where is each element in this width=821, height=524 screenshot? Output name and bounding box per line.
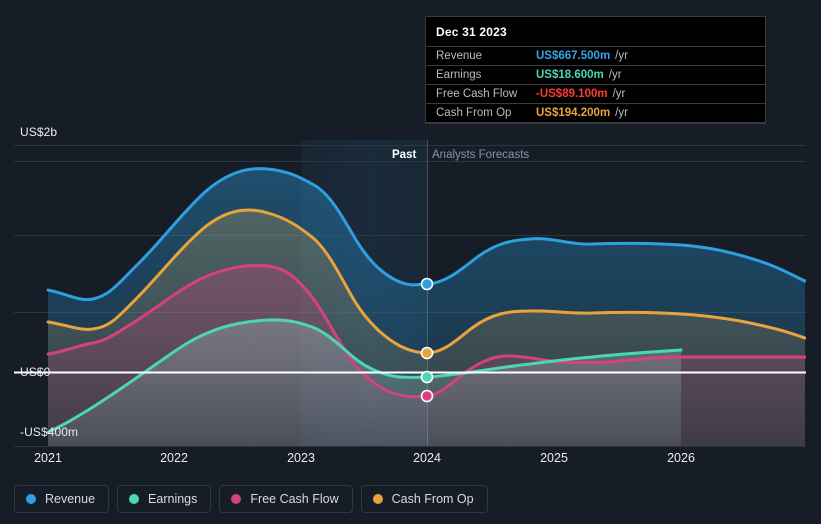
cash-from-op-color-dot — [372, 494, 383, 504]
line-free-cash-flow — [46, 263, 806, 399]
x-axis-tick-2025: 2025 — [540, 451, 568, 465]
tooltip-value-cash-from-op: US$194.200m — [536, 107, 611, 119]
tooltip-unit-revenue: /yr — [615, 50, 628, 62]
tooltip-unit-cash-from-op: /yr — [615, 107, 628, 119]
legend-item-earnings[interactable]: Earnings — [117, 485, 212, 513]
tooltip-title: Dec 31 2023 — [426, 17, 765, 47]
tooltip-row-free-cash-flow: Free Cash Flow -US$89.100m /yr — [426, 85, 765, 104]
chart-legend: Revenue Earnings Free Cash Flow Cash Fro… — [14, 485, 488, 513]
data-tooltip: Dec 31 2023 Revenue US$667.500m /yr Earn… — [425, 16, 766, 124]
past-band-label: Past — [392, 149, 417, 161]
tooltip-row-revenue: Revenue US$667.500m /yr — [426, 47, 765, 66]
legend-label-revenue: Revenue — [45, 492, 96, 506]
marker-cash-from-op — [420, 346, 434, 360]
legend-label-free-cash-flow: Free Cash Flow — [250, 492, 339, 506]
y-axis-label-bottom: -US$400m — [20, 425, 79, 439]
marker-free-cash-flow — [420, 389, 434, 403]
tooltip-key-earnings: Earnings — [436, 69, 482, 81]
tooltip-value-free-cash-flow: -US$89.100m — [536, 88, 608, 100]
tooltip-unit-earnings: /yr — [608, 69, 622, 81]
tooltip-value-revenue: US$667.500m — [536, 50, 611, 62]
legend-item-revenue[interactable]: Revenue — [14, 485, 110, 513]
free-cash-flow-color-dot — [231, 494, 242, 504]
x-axis-tick-2022: 2022 — [160, 451, 188, 465]
x-axis-tick-2024: 2024 — [413, 451, 441, 465]
line-revenue — [46, 167, 806, 302]
legend-item-free-cash-flow[interactable]: Free Cash Flow — [219, 485, 353, 513]
x-axis-tick-2026: 2026 — [667, 451, 695, 465]
y-axis-label-zero: US$0 — [20, 365, 51, 379]
data-point-markers — [420, 277, 434, 403]
revenue-color-dot — [26, 494, 36, 504]
tooltip-row-earnings: Earnings US$18.600m /yr — [426, 66, 765, 85]
tooltip-unit-free-cash-flow: /yr — [612, 88, 626, 100]
line-cash-from-op — [46, 208, 806, 355]
tooltip-value-earnings: US$18.600m — [536, 69, 604, 81]
tooltip-key-cash-from-op: Cash From Op — [436, 107, 512, 119]
tooltip-key-free-cash-flow: Free Cash Flow — [436, 88, 518, 100]
forecast-band-label: Analysts Forecasts — [432, 149, 530, 161]
earnings-color-dot — [129, 494, 140, 504]
marker-revenue — [420, 277, 434, 291]
x-axis-tick-2021: 2021 — [34, 451, 62, 465]
marker-earnings — [420, 370, 434, 384]
x-axis-tick-2023: 2023 — [287, 451, 315, 465]
legend-item-cash-from-op[interactable]: Cash From Op — [360, 485, 488, 513]
area-earnings — [48, 319, 681, 446]
y-axis-label-top: US$2b — [20, 125, 58, 139]
legend-label-cash-from-op: Cash From Op — [391, 492, 474, 506]
tooltip-row-cash-from-op: Cash From Op US$194.200m /yr — [426, 104, 765, 123]
tooltip-key-revenue: Revenue — [436, 50, 483, 62]
legend-label-earnings: Earnings — [148, 492, 198, 506]
